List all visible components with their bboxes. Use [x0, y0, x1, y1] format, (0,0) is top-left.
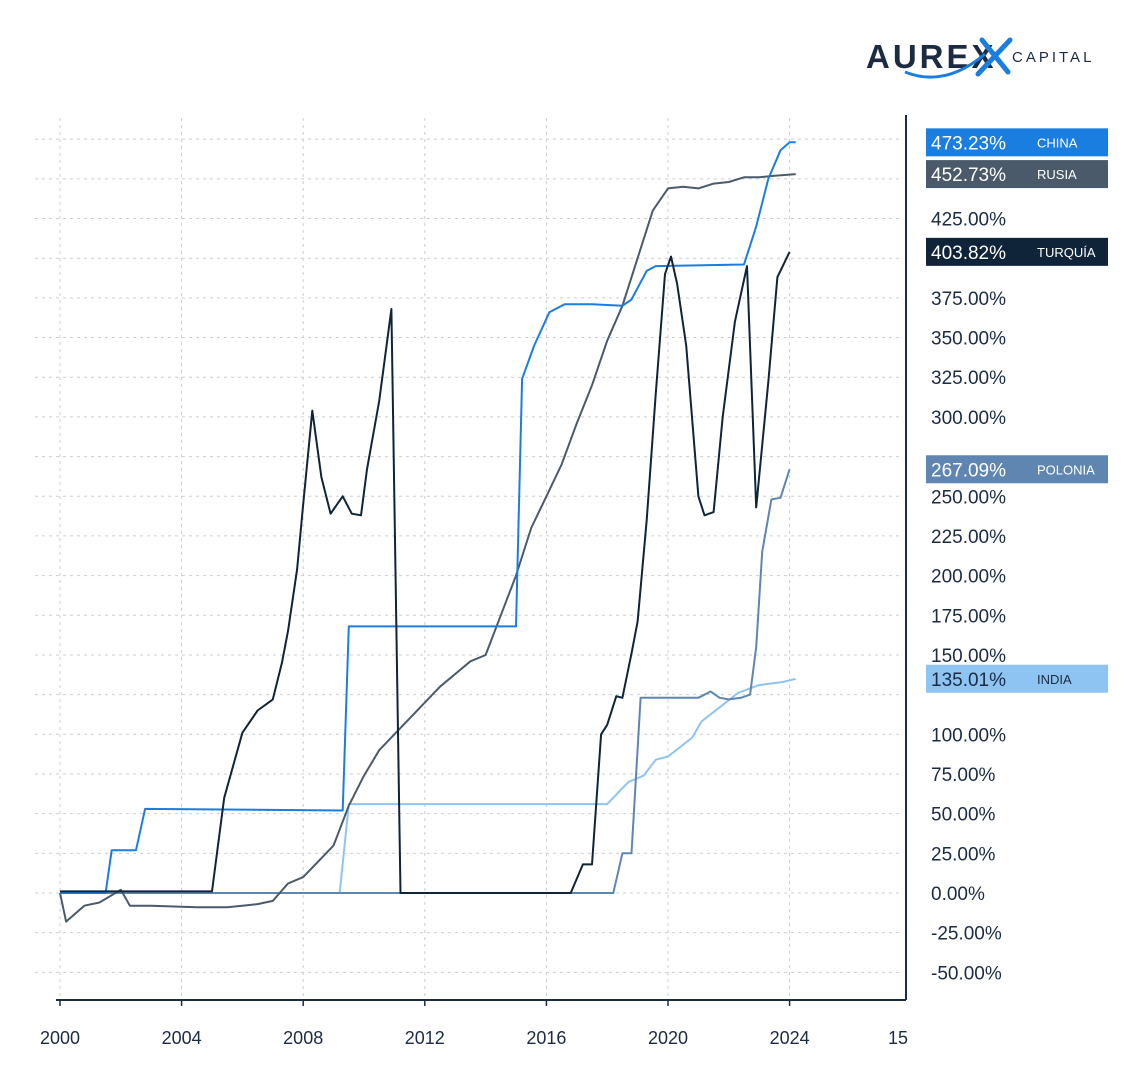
series-line-rusia: [59, 173, 796, 923]
badge-value: 135.01%: [931, 670, 1006, 691]
x-tick-label: 2008: [283, 1028, 323, 1048]
badge-turquía: 403.82% TURQUÍA: [926, 237, 1108, 266]
logo-star-icon: [975, 37, 1013, 77]
y-tick-label: 325.00%: [931, 368, 1006, 389]
y-tick-label: 175.00%: [931, 606, 1006, 627]
badge-value: 473.23%: [931, 133, 1006, 154]
badge-value: 452.73%: [931, 165, 1006, 186]
brand-sub: CAPITAL: [1012, 49, 1094, 66]
y-tick-label: 425.00%: [931, 210, 1006, 231]
badge-bg: [926, 160, 1108, 189]
badge-series-name: RUSIA: [1037, 167, 1077, 182]
y-tick-label: 350.00%: [931, 329, 1006, 350]
y-tick-label: -25.00%: [931, 924, 1002, 945]
series-lines: [59, 141, 796, 923]
badge-value: 403.82%: [931, 243, 1006, 264]
x-tick-label: 2000: [40, 1028, 80, 1048]
badge-series-name: POLONIA: [1037, 462, 1095, 477]
y-tick-label: 250.00%: [931, 487, 1006, 508]
y-tick-label: 75.00%: [931, 765, 996, 786]
y-tick-label: 100.00%: [931, 725, 1006, 746]
badge-value: 267.09%: [931, 460, 1006, 481]
y-tick-label: 225.00%: [931, 527, 1006, 548]
badge-china: 473.23% CHINA: [926, 128, 1108, 157]
series-line-turquía: [60, 251, 791, 894]
series-line-polonia: [60, 468, 791, 894]
x-tick-label: 2020: [648, 1028, 688, 1048]
y-tick-label: 0.00%: [931, 884, 985, 905]
brand-name: AUREX: [866, 38, 997, 75]
badge-india: 135.01% INDIA: [926, 664, 1108, 693]
series-line-india: [60, 677, 796, 894]
y-tick-label: 200.00%: [931, 567, 1006, 588]
brand-logo: AUREX CAPITAL: [866, 37, 1094, 79]
y-tick-label: 150.00%: [931, 646, 1006, 667]
logo-swoosh: [904, 52, 986, 79]
x-axis-ticks: 2000 2004 2008 2012 2016 2020 2024 15: [40, 1028, 908, 1048]
x-tick-label: 15: [888, 1028, 908, 1048]
y-tick-label: 50.00%: [931, 805, 996, 826]
badge-series-name: INDIA: [1037, 672, 1072, 687]
x-tick-label: 2024: [770, 1028, 810, 1048]
x-tick-label: 2016: [526, 1028, 566, 1048]
gridlines: [35, 118, 900, 1006]
y-tick-label: 375.00%: [931, 289, 1006, 310]
y-tick-label: 300.00%: [931, 408, 1006, 429]
series-line-china: [60, 141, 796, 894]
y-axis-ticks: -50.00% -25.00% 0.00% 25.00% 50.00% 75.00% 100…: [931, 210, 1006, 985]
badge-bg: [926, 455, 1108, 484]
badge-bg: [926, 237, 1108, 266]
badge-rusia: 452.73% RUSIA: [926, 160, 1108, 189]
badge-bg: [926, 128, 1108, 157]
y-tick-label: -50.00%: [931, 963, 1002, 984]
x-tick-label: 2004: [162, 1028, 202, 1048]
value-badges: 473.23% CHINA 452.73% RUSIA 403.82% TURQUÍA 26…: [926, 128, 1108, 693]
badge-bg: [926, 664, 1108, 693]
badge-series-name: TURQUÍA: [1037, 245, 1096, 260]
badge-series-name: CHINA: [1037, 135, 1078, 150]
x-tick-label: 2012: [405, 1028, 445, 1048]
badge-polonia: 267.09% POLONIA: [926, 455, 1108, 484]
y-tick-label: 25.00%: [931, 844, 996, 865]
